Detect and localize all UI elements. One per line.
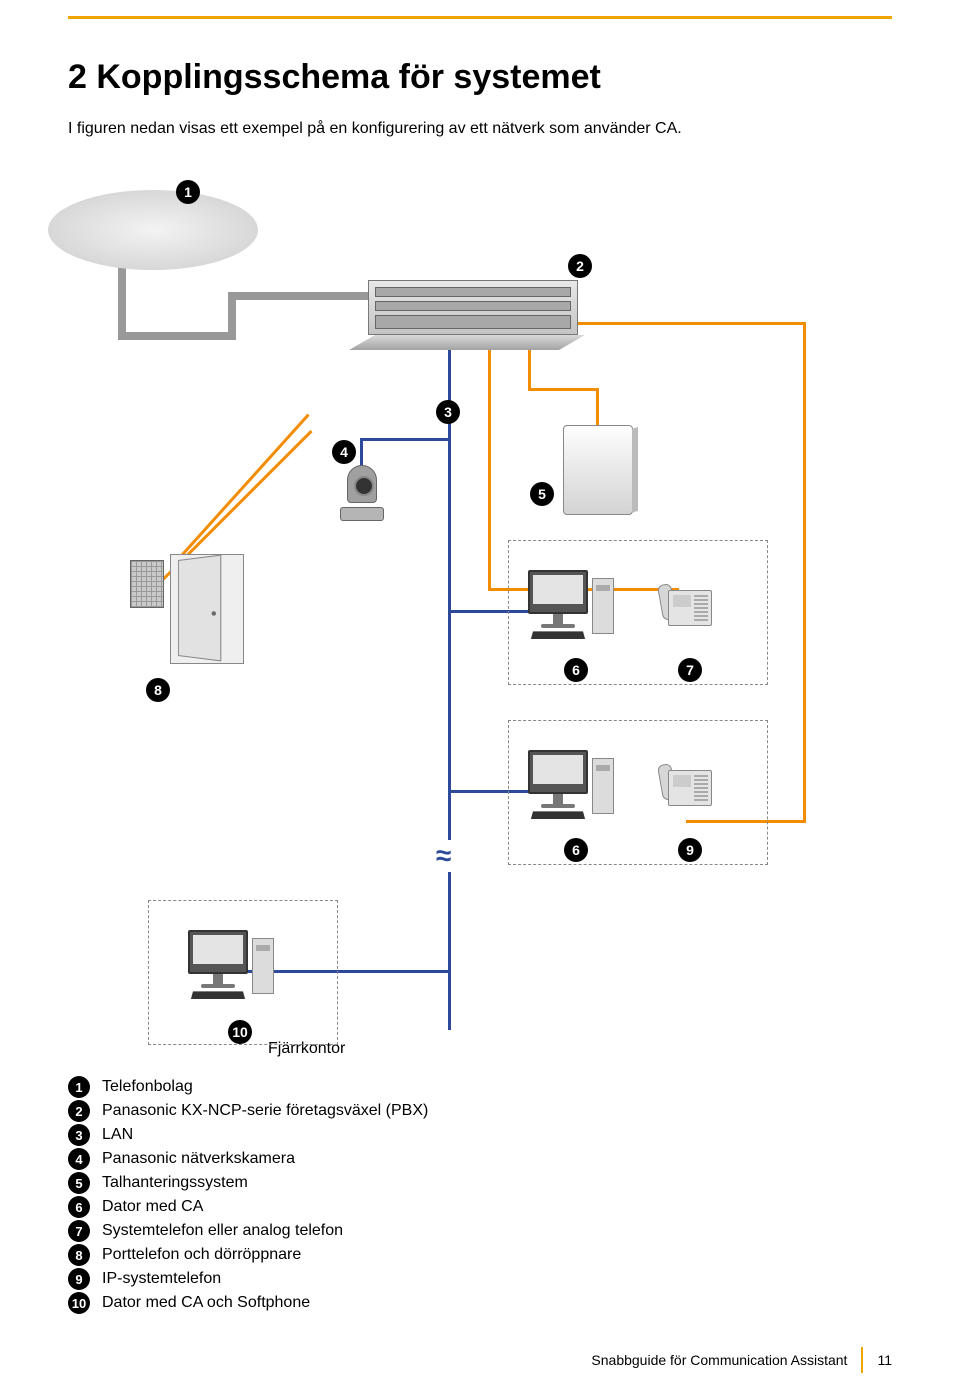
line-cloud-pbx <box>118 265 126 340</box>
legend-badge: 10 <box>68 1292 90 1314</box>
badge-9: 9 <box>678 838 702 862</box>
doorstation-icon <box>130 560 164 608</box>
footer-divider <box>861 1347 863 1373</box>
line-orange <box>177 414 310 561</box>
legend-badge: 1 <box>68 1076 90 1098</box>
legend-badge: 4 <box>68 1148 90 1170</box>
badge-5: 5 <box>530 482 554 506</box>
page-footer: Snabbguide för Communication Assistant 1… <box>591 1347 892 1373</box>
legend-row: 9 IP-systemtelefon <box>68 1268 892 1290</box>
badge-6b: 6 <box>564 838 588 862</box>
line-orange <box>528 350 531 390</box>
legend-row: 2 Panasonic KX-NCP-serie företagsväxel (P… <box>68 1100 892 1122</box>
legend-badge: 3 <box>68 1124 90 1146</box>
legend-badge: 2 <box>68 1100 90 1122</box>
legend-badge: 9 <box>68 1268 90 1290</box>
badge-10: 10 <box>228 1020 252 1044</box>
computer-icon <box>528 570 588 640</box>
line-orange <box>528 388 598 391</box>
page-title: 2 Kopplingsschema för systemet <box>68 58 601 97</box>
line-cloud-pbx <box>228 292 373 300</box>
line-orange <box>488 350 491 590</box>
legend-row: 1 Telefonbolag <box>68 1076 892 1098</box>
legend-text: Talhanteringssystem <box>102 1174 248 1192</box>
line-orange <box>803 322 806 822</box>
remote-office-label: Fjärrkontor <box>268 1040 892 1058</box>
computer-icon <box>188 930 248 1000</box>
badge-7: 7 <box>678 658 702 682</box>
voice-system-icon <box>563 425 633 515</box>
phone-icon <box>668 770 720 818</box>
line-orange <box>596 388 599 428</box>
badge-1: 1 <box>176 180 200 204</box>
phone-icon <box>668 590 720 638</box>
legend-text: IP-systemtelefon <box>102 1270 221 1288</box>
legend-text: Dator med CA <box>102 1198 203 1216</box>
legend-row: 10 Dator med CA och Softphone <box>68 1292 892 1314</box>
footer-doc-title: Snabbguide för Communication Assistant <box>591 1352 847 1368</box>
badge-6: 6 <box>564 658 588 682</box>
system-diagram: ≈ 1 2 3 4 5 6 7 8 6 9 10 <box>68 170 892 1020</box>
pbx-icon <box>368 280 578 350</box>
legend-badge: 8 <box>68 1244 90 1266</box>
legend-row: 4 Panasonic nätverkskamera <box>68 1148 892 1170</box>
legend-row: 5 Talhanteringssystem <box>68 1172 892 1194</box>
legend-text: Telefonbolag <box>102 1078 193 1096</box>
legend-text: Panasonic nätverkskamera <box>102 1150 295 1168</box>
footer-page-number: 11 <box>877 1352 892 1368</box>
legend-badge: 5 <box>68 1172 90 1194</box>
legend-text: Dator med CA och Softphone <box>102 1294 310 1312</box>
intro-text: I figuren nedan visas ett exempel på en … <box>68 120 892 138</box>
line-cloud-pbx <box>118 332 236 340</box>
badge-4: 4 <box>332 440 356 464</box>
legend-badge: 7 <box>68 1220 90 1242</box>
camera-icon <box>338 465 386 523</box>
telco-cloud <box>48 190 258 270</box>
legend-row: 7 Systemtelefon eller analog telefon <box>68 1220 892 1242</box>
legend-row: 8 Porttelefon och dörröppnare <box>68 1244 892 1266</box>
badge-8: 8 <box>146 678 170 702</box>
badge-3: 3 <box>436 400 460 424</box>
line-orange <box>578 322 806 325</box>
legend-row: 6 Dator med CA <box>68 1196 892 1218</box>
legend-text: Porttelefon och dörröppnare <box>102 1246 301 1264</box>
line-lan <box>360 438 451 441</box>
legend-text: Systemtelefon eller analog telefon <box>102 1222 343 1240</box>
legend: Fjärrkontor 1 Telefonbolag 2 Panasonic KX-… <box>68 1040 892 1316</box>
computer-icon <box>528 750 588 820</box>
line-cloud-pbx <box>228 292 236 340</box>
line-lan <box>448 350 451 1030</box>
line-lan <box>360 438 363 468</box>
legend-text: Panasonic KX-NCP-serie företagsväxel (PB… <box>102 1102 428 1120</box>
legend-row: 3 LAN <box>68 1124 892 1146</box>
legend-text: LAN <box>102 1126 133 1144</box>
break-icon: ≈ <box>434 840 453 872</box>
badge-2: 2 <box>568 254 592 278</box>
legend-badge: 6 <box>68 1196 90 1218</box>
top-accent-rule <box>68 16 892 19</box>
